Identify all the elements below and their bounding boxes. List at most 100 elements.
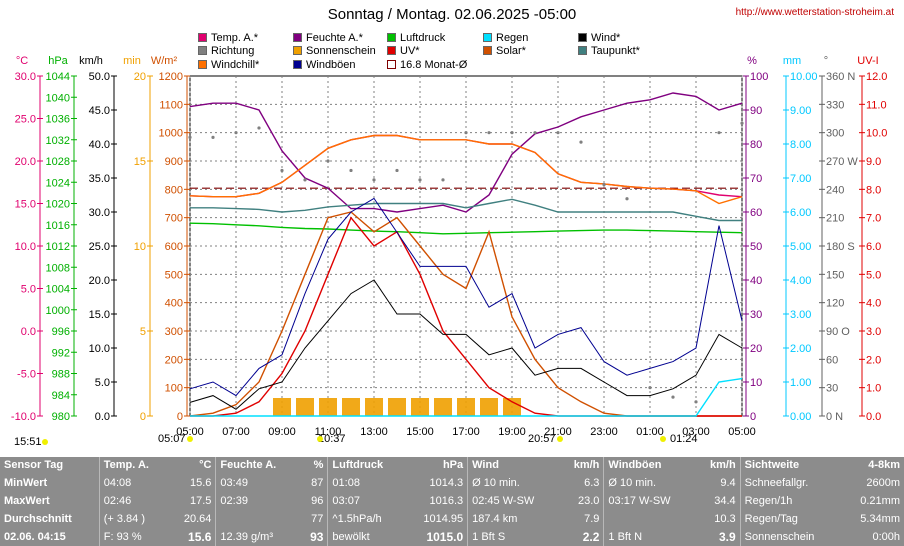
y-tick-label: 90 O	[826, 326, 850, 338]
direction-point	[579, 140, 583, 144]
direction-point	[349, 168, 353, 173]
sunshine-bar	[342, 398, 360, 416]
legend-item: Regen	[483, 32, 528, 44]
stats-row: 02.06. 04:15 F: 93 % 15.6 12.39 g/m³ 93 bewöl…	[0, 528, 904, 546]
direction-point	[694, 400, 698, 404]
y-tick-label: 90	[750, 105, 762, 117]
y-tick-label: 100	[750, 71, 768, 83]
direction-point	[280, 168, 284, 173]
legend-label: Temp. A.*	[211, 32, 259, 44]
sunshine-bar	[388, 398, 406, 416]
stats-cell: 4-8km	[868, 459, 900, 472]
y-tick-label: 2.0	[866, 354, 881, 366]
legend-item: Windböen	[293, 59, 356, 71]
axis-unit-uv: UV-I	[857, 55, 878, 67]
legend-label: Taupunkt*	[591, 45, 640, 57]
y-tick-label: 15.0	[89, 309, 110, 321]
x-tick-label: 01:00	[636, 426, 664, 438]
y-tick-label: 0.0	[866, 411, 881, 423]
stats-cell: 0.21mm	[860, 494, 900, 507]
stats-cell: 1016.3	[429, 494, 464, 507]
y-tick-label: 3.00	[790, 309, 811, 321]
legend-item: Richtung	[198, 45, 254, 57]
y-tick-label: 30	[750, 309, 762, 321]
y-tick-label: 700	[165, 213, 183, 225]
y-tick-label: 10.0	[89, 343, 110, 355]
series-line	[189, 134, 743, 205]
legend-item: Temp. A.*	[198, 32, 258, 44]
y-tick-label: 1036	[46, 114, 70, 126]
stats-cell: MaxWert	[4, 494, 50, 507]
stats-cell: 10.3	[714, 512, 736, 525]
time-marker-dot	[187, 436, 193, 442]
y-tick-label: 1.00	[790, 377, 811, 389]
y-tick-label: 800	[165, 184, 183, 196]
sunshine-bar	[503, 398, 521, 416]
legend-label: Windböen	[306, 59, 356, 71]
legend-label: Sonnenschein	[306, 45, 376, 57]
legend-swatch	[387, 60, 396, 69]
axis-unit-temp: °C	[16, 55, 28, 67]
y-tick-label: 5.0	[21, 284, 36, 296]
y-tick-label: 10	[750, 377, 762, 389]
stats-cell: 15.6	[188, 529, 212, 544]
y-tick-label: 600	[165, 241, 183, 253]
y-tick-label: 1.0	[866, 383, 881, 395]
stats-row: MaxWert 02:46 17.5 02:39 96 03:07 1016.3 02:45 …	[0, 492, 904, 511]
direction-point	[188, 135, 192, 139]
y-tick-label: 0	[140, 411, 146, 423]
stats-cell: 1 Bft N	[603, 528, 696, 546]
legend-item: 16.8 Monat-Ø	[387, 59, 467, 71]
y-tick-label: 0.0	[21, 326, 36, 338]
axis-unit-deg: °	[824, 55, 828, 67]
sunshine-bar	[273, 398, 291, 416]
stats-cell: MinWert	[4, 477, 48, 490]
legend-swatch	[483, 46, 492, 55]
y-tick-label: 20	[134, 71, 146, 83]
legend-swatch	[578, 46, 587, 55]
chart-title: Sonntag / Montag. 02.06.2025 -05:00	[327, 6, 577, 23]
y-tick-label: 30.0	[89, 207, 110, 219]
stats-cell: 34.4	[714, 494, 736, 507]
legend-label: Windchill*	[211, 59, 260, 71]
stats-cell: 3.9	[718, 529, 736, 544]
y-tick-label: 900	[165, 156, 183, 168]
x-tick-label: 09:00	[268, 426, 296, 438]
direction-point	[671, 395, 675, 399]
axis-unit-hpa: hPa	[48, 55, 68, 67]
legend-swatch	[387, 46, 396, 55]
stats-cell: 87	[311, 477, 324, 490]
stats-cell: Wind	[467, 457, 560, 475]
y-tick-label: -5.0	[17, 369, 36, 381]
direction-point	[510, 131, 514, 135]
stats-cell: 5.34mm	[860, 512, 900, 525]
y-tick-label: 400	[165, 298, 183, 310]
series-line	[190, 198, 742, 222]
y-tick-label: 9.00	[790, 105, 811, 117]
axis-unit-min: min	[123, 55, 141, 67]
y-tick-label: 0	[750, 411, 756, 423]
legend-item: Luftdruck	[387, 32, 445, 44]
stats-cell: Ø 10 min.	[467, 474, 560, 493]
y-tick-label: 1200	[159, 71, 183, 83]
stats-cell: 20.64	[183, 512, 212, 525]
y-tick-label: 0	[177, 411, 183, 423]
direction-point	[717, 131, 721, 135]
stats-cell: hPa	[442, 459, 464, 472]
x-tick-label: 21:00	[544, 426, 572, 438]
stats-cell: bewölkt	[327, 528, 405, 546]
stats-cell: (+ 3.84 )	[98, 510, 170, 529]
sunshine-bar	[296, 398, 314, 416]
stats-row: MinWert 04:08 15.6 03:49 87 01:08 1014.3 Ø 10 m…	[0, 474, 904, 493]
stats-cell: Schneefallgr.	[739, 474, 842, 493]
stats-cell: Temp. A.	[98, 457, 170, 475]
legend-swatch	[387, 33, 396, 42]
y-tick-label: 300	[826, 128, 844, 140]
website-link[interactable]: http://www.wetterstation-stroheim.at	[735, 7, 894, 18]
y-tick-label: 10	[134, 241, 146, 253]
y-tick-label: 1044	[46, 71, 70, 83]
y-tick-label: 200	[165, 354, 183, 366]
y-tick-label: 120	[826, 298, 844, 310]
y-tick-label: 10.0	[866, 128, 887, 140]
y-tick-label: 980	[52, 411, 70, 423]
